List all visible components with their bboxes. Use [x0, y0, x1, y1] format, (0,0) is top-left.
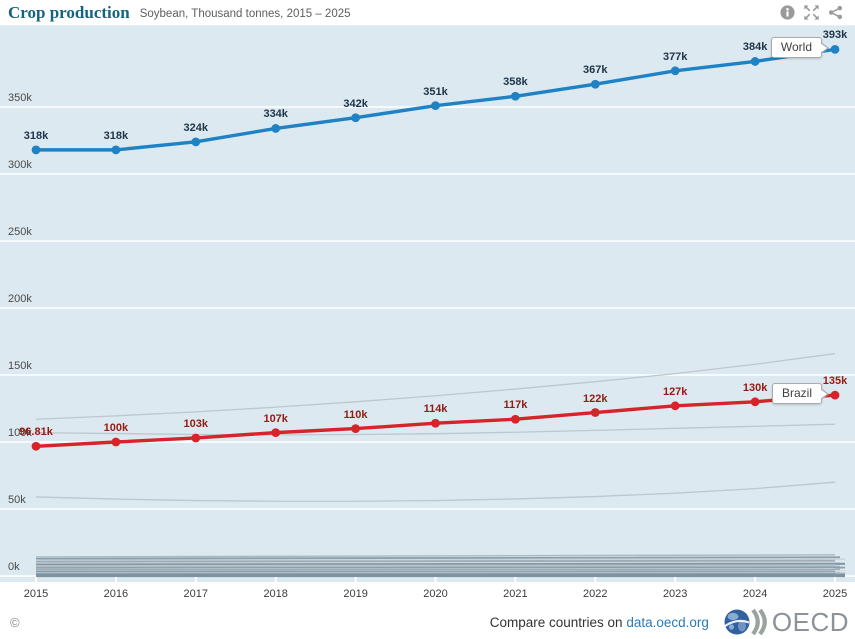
x-axis-label: 2024 [742, 588, 768, 600]
brazil-point-label: 110k [343, 408, 368, 421]
x-axis-label: 2018 [263, 588, 288, 600]
unlabeled-country-line [35, 352, 836, 420]
info-icon[interactable] [780, 5, 795, 20]
world-series-label: World [770, 37, 830, 59]
brazil-point-label: 107k [263, 412, 288, 425]
copyright-mark: © [10, 614, 20, 630]
unlabeled-country-line [35, 564, 836, 567]
brazil-series-label: Brazil [771, 383, 830, 405]
world-data-point[interactable] [670, 66, 680, 76]
brazil-data-point[interactable] [191, 433, 201, 443]
brazil-point-label: 122k [583, 392, 608, 405]
chart-subtitle: Soybean, Thousand tonnes, 2015 – 2025 [139, 7, 351, 20]
unlabeled-country-line [35, 565, 841, 568]
header-toolbar [780, 5, 855, 20]
brazil-data-point[interactable] [111, 437, 121, 447]
brazil-data-point[interactable] [351, 424, 360, 433]
world-point-label: 384k [742, 41, 768, 54]
x-axis-label: 2015 [23, 588, 49, 600]
brazil-data-point[interactable] [590, 408, 600, 417]
chart-footer: © Compare countries on data.oecd.org OEC… [0, 605, 855, 639]
y-axis-label: 50k [8, 494, 26, 506]
world-point-label: 324k [183, 121, 209, 134]
world-data-point[interactable] [111, 145, 121, 155]
compare-prefix: Compare countries on [489, 614, 623, 630]
world-data-point[interactable] [590, 79, 600, 89]
y-axis-label: 100k [8, 427, 32, 439]
world-data-point[interactable] [830, 44, 840, 54]
data-oecd-link[interactable]: data.oecd.org [626, 614, 709, 630]
brazil-data-point[interactable] [511, 414, 520, 424]
x-axis-label: 2021 [503, 588, 528, 600]
brazil-data-point[interactable] [750, 397, 760, 407]
y-axis-label: 350k [8, 92, 32, 104]
unlabeled-country-line [35, 556, 841, 560]
unlabeled-country-line [35, 561, 841, 564]
world-point-label: 318k [23, 129, 49, 142]
y-axis-label: 0k [8, 561, 20, 573]
x-axis-label: 2020 [423, 588, 448, 600]
chart-header: Crop production Soybean, Thousand tonnes… [0, 0, 855, 26]
world-point-label: 334k [263, 108, 288, 121]
x-axis-label: 2023 [662, 588, 688, 600]
world-data-point[interactable] [511, 91, 520, 101]
oecd-globe-icon [724, 608, 767, 636]
brazil-point-label: 117k [503, 399, 528, 412]
brazil-point-label: 100k [103, 422, 129, 434]
world-point-label: 377k [662, 50, 688, 63]
y-axis-label: 150k [8, 360, 32, 372]
brazil-point-label: 114k [423, 403, 448, 416]
brazil-data-point[interactable] [431, 418, 440, 428]
unlabeled-country-line [35, 481, 836, 502]
y-axis-label: 200k [8, 293, 32, 305]
chart-plot-area[interactable]: 0k 50k 100k 150k 200k 250k 300k 350k 318k 318k 324… [0, 26, 855, 582]
world-series-line [34, 47, 837, 152]
brazil-data-point[interactable] [670, 401, 680, 411]
world-data-point[interactable] [31, 145, 41, 155]
world-point-label: 351k [423, 85, 448, 98]
brazil-point-label: 96.81k [19, 426, 53, 439]
world-data-point[interactable] [351, 113, 360, 123]
oecd-wordmark: OECD [771, 607, 849, 637]
unlabeled-country-line [35, 559, 836, 563]
unlabeled-country-line [35, 554, 836, 558]
fullscreen-icon[interactable] [804, 5, 819, 20]
x-axis-label: 2016 [103, 588, 129, 600]
x-axis: 2015 2016 2017 2018 2019 2020 2021 2022 2023 2024… [0, 582, 855, 605]
brazil-data-point[interactable] [31, 441, 41, 451]
world-data-point[interactable] [431, 101, 440, 111]
compare-countries-text: Compare countries on data.oecd.org [490, 615, 709, 630]
brazil-point-label: 127k [662, 385, 688, 398]
x-axis-label: 2019 [343, 588, 368, 600]
oecd-logo[interactable]: OECD [723, 607, 849, 637]
share-icon[interactable] [828, 5, 843, 20]
world-point-label: 393k [822, 29, 848, 42]
unlabeled-country-line [35, 423, 836, 436]
brazil-point-label: 130k [742, 381, 768, 394]
y-axis-label: 250k [8, 226, 32, 238]
world-data-point[interactable] [271, 124, 281, 133]
unlabeled-country-line [35, 566, 846, 569]
page-title: Crop production [8, 2, 130, 22]
world-point-label: 367k [583, 64, 608, 77]
brazil-point-label: 135k [822, 375, 848, 388]
x-axis-label: 2017 [183, 588, 209, 600]
x-axis-label: 2022 [583, 588, 608, 600]
brazil-data-point[interactable] [830, 390, 840, 400]
world-data-point[interactable] [750, 57, 760, 66]
brazil-point-label: 103k [183, 417, 209, 430]
y-axis-label: 300k [8, 159, 32, 171]
world-point-label: 318k [103, 129, 129, 142]
chart-canvas[interactable] [0, 26, 855, 582]
x-axis-label: 2025 [822, 588, 848, 600]
unlabeled-country-line [35, 562, 846, 566]
world-data-point[interactable] [191, 137, 201, 147]
world-point-label: 358k [503, 76, 528, 89]
unlabeled-country-line [35, 558, 846, 561]
brazil-data-point[interactable] [271, 428, 281, 438]
world-point-label: 342k [343, 97, 368, 110]
